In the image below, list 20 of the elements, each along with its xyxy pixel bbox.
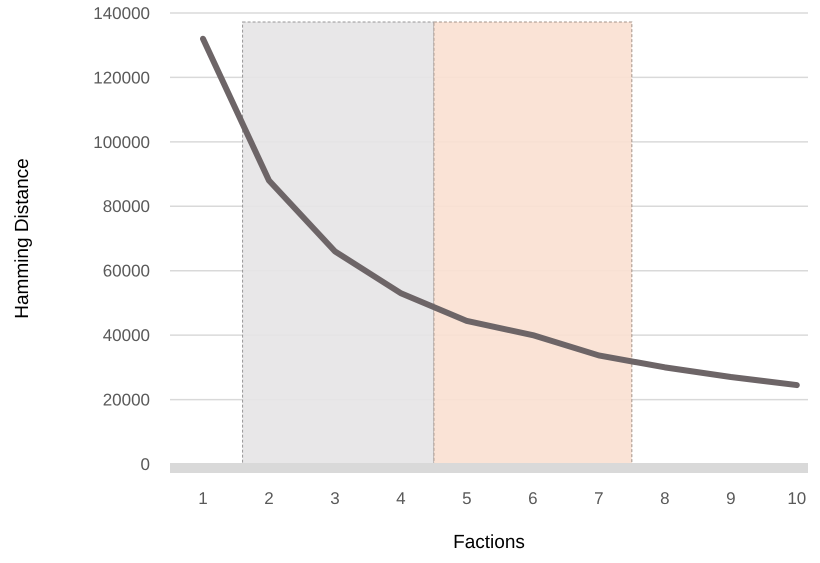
y-axis-title: Hamming Distance bbox=[12, 158, 33, 319]
x-tick-label: 2 bbox=[264, 489, 274, 508]
x-tick-label: 3 bbox=[330, 489, 340, 508]
x-tick-label: 10 bbox=[787, 489, 806, 508]
x-tick-label: 8 bbox=[660, 489, 670, 508]
x-tick-label: 4 bbox=[396, 489, 406, 508]
y-tick-label: 140000 bbox=[93, 4, 150, 23]
y-tick-label: 60000 bbox=[102, 262, 150, 281]
y-tick-label: 100000 bbox=[93, 132, 150, 152]
y-tick-label: 80000 bbox=[102, 197, 150, 216]
y-tick-label: 20000 bbox=[102, 390, 150, 410]
y-tick-label: 120000 bbox=[93, 68, 150, 88]
x-tick-label: 6 bbox=[528, 489, 538, 508]
x-tick-label: 7 bbox=[594, 489, 604, 508]
x-axis-title: Factions bbox=[453, 532, 525, 553]
x-tick-label: 1 bbox=[198, 489, 208, 508]
y-tick-label: 0 bbox=[140, 454, 150, 474]
x-tick-label: 9 bbox=[726, 489, 736, 508]
x-tick-label: 5 bbox=[462, 489, 472, 508]
y-tick-label: 40000 bbox=[102, 326, 150, 346]
